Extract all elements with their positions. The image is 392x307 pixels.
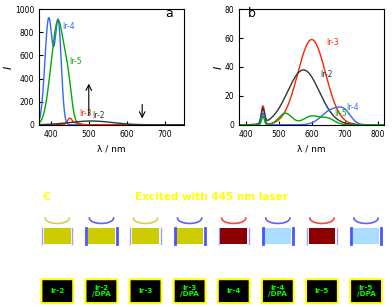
Text: Ir-4
/DPA: Ir-4 /DPA	[269, 285, 287, 297]
Text: Ir-5
/DPA: Ir-5 /DPA	[357, 285, 376, 297]
FancyBboxPatch shape	[262, 279, 294, 303]
Text: b: b	[248, 7, 256, 20]
FancyBboxPatch shape	[306, 279, 338, 303]
FancyBboxPatch shape	[130, 279, 162, 303]
Text: Ir-2: Ir-2	[320, 70, 332, 79]
Text: Excited with 445 nm laser: Excited with 445 nm laser	[135, 192, 288, 203]
FancyBboxPatch shape	[218, 279, 250, 303]
Bar	[176, 228, 203, 244]
Text: Ir-2: Ir-2	[50, 288, 64, 294]
FancyBboxPatch shape	[85, 279, 117, 303]
Text: Ir-4: Ir-4	[346, 103, 359, 112]
Text: Ir-5: Ir-5	[70, 56, 82, 65]
Bar	[44, 228, 71, 244]
Bar	[309, 228, 335, 244]
Bar	[88, 228, 115, 244]
Y-axis label: I: I	[4, 65, 14, 69]
Text: Ir-4: Ir-4	[62, 22, 75, 31]
Text: Ir-3
/DPA: Ir-3 /DPA	[180, 285, 199, 297]
X-axis label: λ / nm: λ / nm	[298, 144, 326, 153]
Text: Ir-3: Ir-3	[327, 38, 339, 47]
FancyBboxPatch shape	[350, 279, 382, 303]
Text: Ir-5: Ir-5	[335, 109, 347, 118]
Text: Ir-4: Ir-4	[227, 288, 241, 294]
Bar	[353, 228, 379, 244]
Text: a: a	[165, 7, 173, 20]
X-axis label: λ / nm: λ / nm	[97, 144, 126, 153]
Bar	[265, 228, 291, 244]
Text: C: C	[43, 192, 51, 203]
Text: Ir-2
/DPA: Ir-2 /DPA	[92, 285, 111, 297]
Y-axis label: I: I	[213, 65, 223, 69]
Text: Ir-2: Ir-2	[93, 111, 105, 120]
FancyBboxPatch shape	[42, 279, 73, 303]
Text: Ir-3: Ir-3	[80, 109, 92, 118]
Bar	[220, 228, 247, 244]
Text: Ir-5: Ir-5	[315, 288, 329, 294]
Bar	[132, 228, 159, 244]
FancyBboxPatch shape	[174, 279, 205, 303]
Text: Ir-3: Ir-3	[138, 288, 152, 294]
